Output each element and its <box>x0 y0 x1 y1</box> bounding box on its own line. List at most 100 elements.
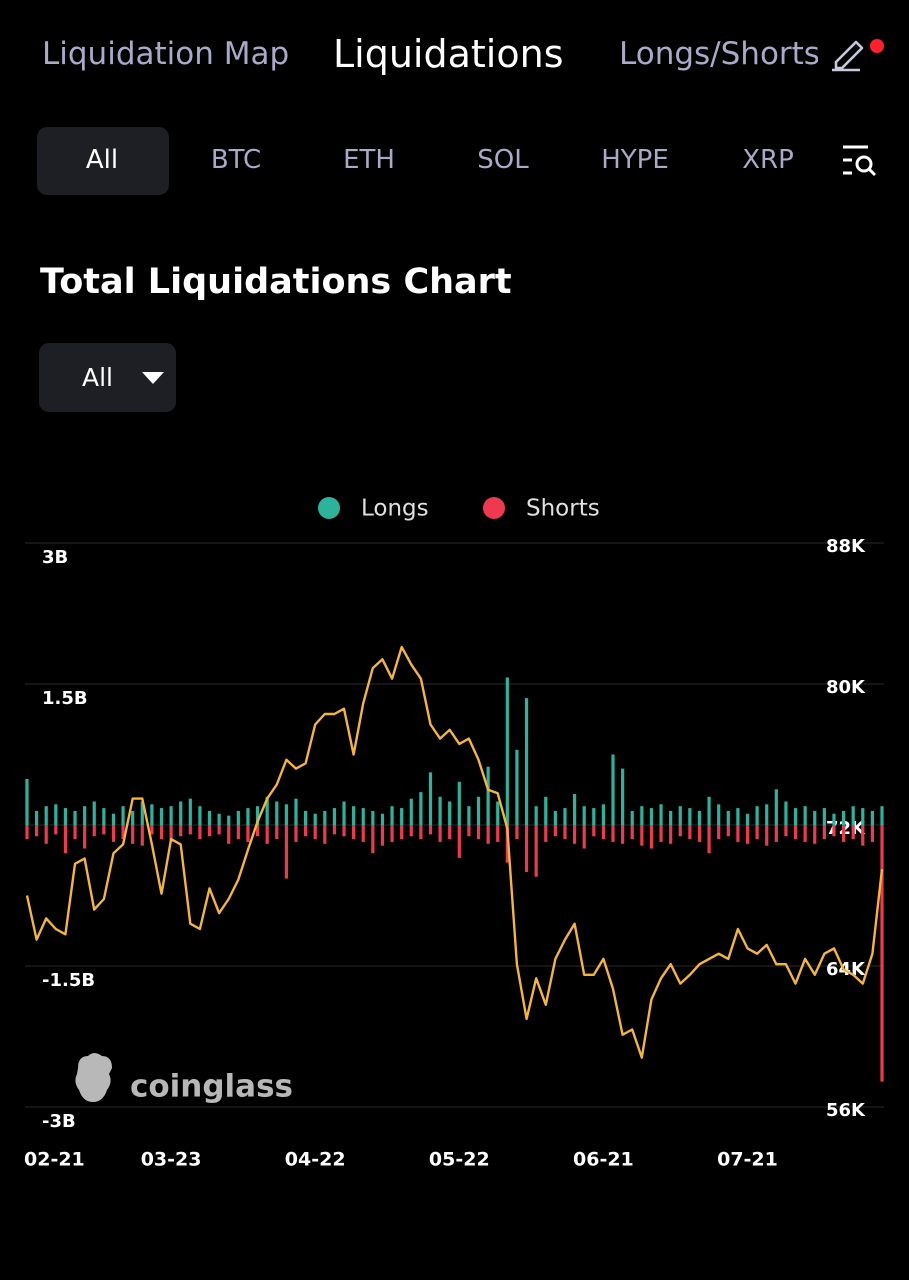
bar <box>25 825 29 840</box>
bar <box>841 810 846 825</box>
bar <box>323 825 327 844</box>
bar <box>486 825 490 844</box>
x-tick-label: 07-21 <box>717 1149 778 1171</box>
bar <box>505 677 509 825</box>
coin-tab[interactable]: XRP <box>742 145 794 175</box>
y2-tick-label: 72K <box>826 818 866 839</box>
bar <box>140 825 144 846</box>
bar <box>688 808 692 825</box>
bar <box>361 808 365 825</box>
bar <box>803 825 807 842</box>
bar <box>793 825 798 840</box>
bar <box>534 806 538 825</box>
coin-tab[interactable]: SOL <box>477 145 529 175</box>
bar <box>736 808 740 825</box>
bar <box>832 825 836 837</box>
bar <box>332 825 337 835</box>
legend-label: Longs <box>361 496 429 522</box>
bar <box>236 825 240 840</box>
bar <box>294 825 298 842</box>
legend-marker <box>483 497 505 519</box>
y2-tick-label: 80K <box>826 677 866 698</box>
bar <box>515 749 519 825</box>
bar <box>227 825 231 844</box>
watermark: coinglass <box>75 1053 293 1105</box>
bar <box>83 825 87 849</box>
coin-tab[interactable]: ETH <box>343 145 395 175</box>
bar <box>611 754 615 825</box>
coin-tab[interactable]: BTC <box>210 145 262 175</box>
bar <box>159 808 164 825</box>
bar <box>476 796 481 825</box>
nav-tab-active[interactable]: Liquidations <box>333 32 564 76</box>
bar <box>323 810 327 825</box>
bar <box>419 825 423 840</box>
nav-tab[interactable]: Longs/Shorts <box>619 36 818 72</box>
dropdown[interactable]: All <box>39 343 176 412</box>
bar <box>448 825 452 840</box>
y2-tick-label: 88K <box>826 536 866 557</box>
bar <box>313 825 317 840</box>
bar <box>774 789 778 825</box>
bar <box>717 825 721 840</box>
bar <box>726 825 730 837</box>
bar <box>227 815 231 825</box>
bar <box>659 804 663 825</box>
bar <box>640 806 644 825</box>
bar <box>92 825 96 837</box>
bar <box>352 825 356 840</box>
bar <box>582 825 586 849</box>
bar <box>73 825 77 840</box>
bar <box>342 825 346 837</box>
bar <box>697 810 702 825</box>
bar <box>169 825 173 842</box>
bar <box>630 810 634 825</box>
bar <box>572 825 577 844</box>
bar <box>111 813 116 825</box>
bar <box>169 806 173 825</box>
bar <box>102 825 106 835</box>
bar <box>851 825 855 840</box>
bar <box>534 825 538 877</box>
bar <box>35 810 39 825</box>
nav-tab[interactable]: Liquidation Map <box>42 36 290 72</box>
bar <box>841 825 846 842</box>
bar <box>284 825 288 879</box>
bar <box>294 798 298 825</box>
bar <box>265 825 269 844</box>
coin-tab[interactable]: All <box>85 145 119 175</box>
bar <box>428 772 433 825</box>
bar <box>236 810 240 825</box>
section-title: Total Liquidations Chart <box>40 262 512 302</box>
edit-icon[interactable] <box>826 30 886 80</box>
filter-icon[interactable] <box>838 142 880 180</box>
bar <box>428 825 433 835</box>
y-tick-label: -3B <box>42 1111 76 1132</box>
bar <box>649 825 654 849</box>
bar <box>255 825 260 837</box>
bar <box>467 806 471 825</box>
bar <box>592 825 596 837</box>
bar <box>150 825 154 835</box>
bar <box>25 778 29 825</box>
y2-tick-label: 56K <box>826 1100 866 1121</box>
bar <box>207 810 212 825</box>
bar <box>611 825 615 842</box>
x-tick-label: 02-21 <box>24 1149 85 1171</box>
bar <box>745 825 750 844</box>
bar <box>217 813 221 825</box>
coin-tab[interactable]: HYPE <box>601 145 669 175</box>
bar <box>457 825 461 858</box>
bar <box>409 825 413 837</box>
bar <box>159 825 164 840</box>
bar <box>83 806 87 825</box>
bar <box>544 825 548 842</box>
bar <box>419 792 423 825</box>
bar <box>601 825 606 840</box>
bar <box>707 825 711 854</box>
bar <box>880 806 884 825</box>
bar <box>63 825 68 854</box>
bar <box>822 825 826 840</box>
bar <box>880 825 884 1082</box>
